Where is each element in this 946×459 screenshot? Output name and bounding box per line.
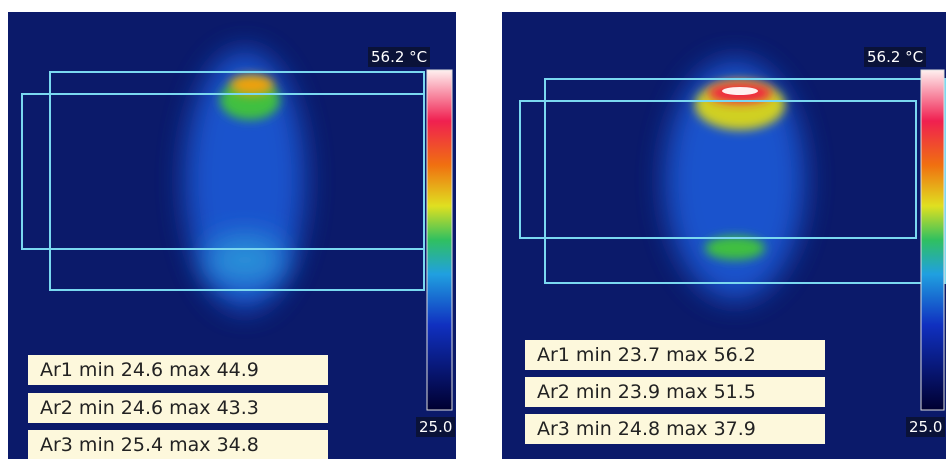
area-label: Ar3 min 25.4 max 34.8	[28, 430, 328, 459]
scale-max: 56.2 °C	[864, 47, 926, 67]
area-label: Ar1 min 24.6 max 44.9	[28, 355, 328, 385]
scale-max: 56.2 °C	[368, 47, 430, 67]
page: 56.2 °C 25.0 56.2 °C 25.0 Ar1 min 24.6 m…	[0, 0, 946, 459]
scale-min: 25.0	[416, 417, 455, 437]
area-label: Ar1 min 23.7 max 56.2	[525, 340, 825, 370]
thermal-panel	[8, 12, 456, 459]
area-label: Ar2 min 24.6 max 43.3	[28, 393, 328, 423]
area-label: Ar2 min 23.9 max 51.5	[525, 377, 825, 407]
scale-min: 25.0	[906, 417, 945, 437]
area-label: Ar3 min 24.8 max 37.9	[525, 414, 825, 444]
